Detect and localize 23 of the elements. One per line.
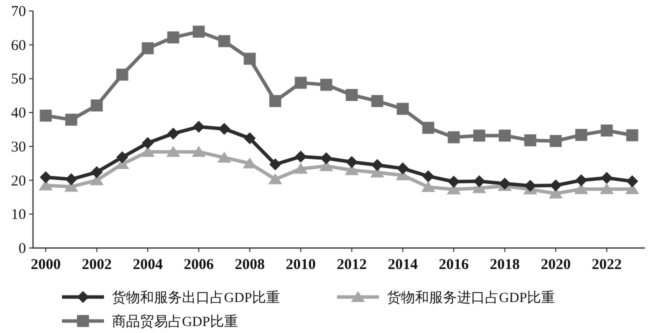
x-tick-label: 2014: [388, 257, 418, 273]
y-tick-label: 70: [11, 4, 26, 20]
x-tick-label: 2000: [30, 257, 61, 273]
x-tick-label: 2008: [234, 257, 265, 273]
x-tick-label: 2002: [82, 257, 112, 273]
y-tick-label: 0: [18, 241, 26, 257]
x-tick-label: 2004: [132, 257, 164, 273]
y-tick-label: 40: [11, 106, 26, 122]
x-tick-label: 2006: [184, 257, 214, 273]
x-tick-label: 2018: [490, 257, 520, 273]
y-tick-label: 50: [11, 72, 26, 88]
y-tick-label: 30: [11, 139, 26, 156]
x-tick-label: 2012: [336, 257, 367, 273]
x-tick-label: 2020: [540, 257, 571, 273]
x-tick-label: 2010: [286, 257, 316, 273]
legend-label: 货物和服务出口占GDP比重: [112, 290, 280, 306]
x-tick-label: 2016: [438, 257, 470, 273]
x-tick-label: 2022: [592, 257, 622, 273]
legend-label: 商品贸易占GDP比重: [112, 314, 238, 330]
y-tick-label: 60: [11, 38, 26, 54]
legend-label: 货物和服务进口占GDP比重: [387, 290, 556, 306]
y-tick-label: 20: [11, 173, 26, 190]
y-tick-label: 10: [11, 207, 26, 224]
